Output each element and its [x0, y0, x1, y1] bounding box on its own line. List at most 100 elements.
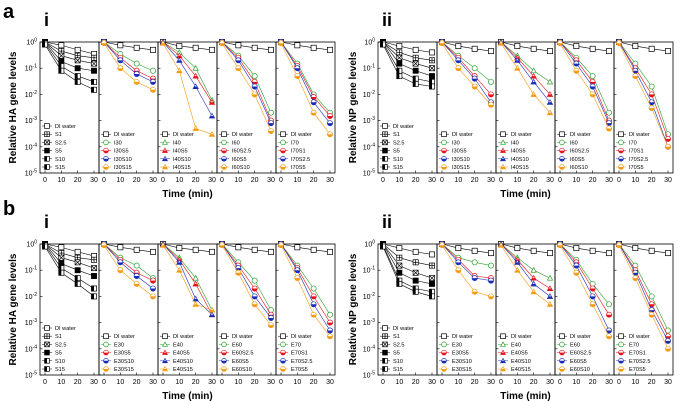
- x-tick-label: 20: [648, 379, 656, 386]
- subplot-frame: [377, 41, 438, 174]
- series-i30s15: [101, 40, 156, 93]
- series-i60s10: [219, 40, 274, 134]
- data-point: [455, 65, 462, 72]
- data-point: [471, 288, 478, 295]
- x-tick-label: 0: [558, 379, 562, 386]
- data-point: [192, 280, 199, 287]
- data-point: [471, 45, 478, 52]
- y-tick-label: 10-5: [363, 169, 375, 178]
- legend: DI water E40 E40S5 E40S10 E40S15: [498, 333, 532, 373]
- legend-item: DI water: [380, 325, 414, 332]
- series-line: [44, 243, 95, 257]
- data-point: [546, 285, 554, 291]
- legend: DI water S1 S2.5 S5 S10 S15: [380, 123, 414, 171]
- legend-item: I40S5: [160, 147, 188, 155]
- series-i70s5: [616, 40, 671, 150]
- legend-label: I60S5: [570, 157, 585, 163]
- x-axis-label: Time (min): [500, 391, 550, 401]
- legend-label: I40S10: [173, 157, 191, 163]
- data-point: [429, 251, 435, 258]
- series-di-water: [101, 241, 156, 255]
- data-point: [471, 247, 478, 254]
- data-point: [589, 83, 596, 90]
- series-line: [221, 43, 272, 132]
- series-line: [618, 243, 669, 342]
- series-e40s5: [159, 240, 216, 318]
- legend-item: DI water: [278, 333, 312, 340]
- series-e30s5: [439, 241, 494, 282]
- series-e40s10: [159, 240, 216, 318]
- data-point: [573, 262, 580, 269]
- data-point: [573, 67, 580, 74]
- subplot-1: 0 10 20 30 DI water S1 S2.5 S5 S10 S15: [377, 39, 438, 184]
- data-point: [235, 65, 242, 72]
- data-point: [117, 65, 124, 72]
- series-s5: [380, 241, 435, 287]
- series-e30: [101, 241, 156, 282]
- series-line: [618, 43, 669, 147]
- data-point: [219, 40, 225, 47]
- legend-label: I40: [173, 140, 181, 146]
- panel-roman-numeral: i: [44, 10, 49, 30]
- legend-label: S2.5: [393, 140, 405, 146]
- x-tick-label: 10: [116, 379, 124, 386]
- legend-item: S5: [380, 147, 400, 155]
- legend-marker: [382, 366, 388, 372]
- legend-marker: [280, 131, 286, 137]
- legend-item: DI water: [160, 333, 194, 340]
- legend-marker: [618, 164, 624, 170]
- series-line: [500, 243, 551, 279]
- data-point: [429, 65, 435, 72]
- series-e40s15: [159, 241, 216, 313]
- data-point: [310, 44, 317, 51]
- data-point: [117, 259, 124, 266]
- legend-marker: [559, 358, 565, 364]
- data-point: [429, 57, 435, 64]
- data-point: [380, 41, 386, 48]
- data-point: [192, 44, 199, 51]
- legend-label: E40S5: [511, 351, 528, 357]
- series-line: [382, 243, 433, 266]
- data-point: [589, 45, 596, 52]
- legend: DI water S1 S2.5 S5 S10 S15: [42, 123, 76, 171]
- data-point: [497, 39, 505, 46]
- data-point: [412, 288, 419, 295]
- series-line: [44, 44, 95, 91]
- legend-marker: [382, 131, 388, 137]
- legend-label: E30S5: [452, 351, 469, 357]
- legend-item: S2.5: [42, 139, 67, 146]
- data-point: [294, 42, 301, 49]
- series-line: [162, 243, 213, 315]
- data-point: [150, 293, 156, 300]
- legend-marker: [441, 139, 447, 146]
- legend-marker: [559, 131, 565, 137]
- legend-marker: [441, 164, 447, 170]
- data-point: [310, 109, 317, 116]
- series-i30: [101, 39, 156, 74]
- data-point: [471, 65, 478, 72]
- x-tick-label: 10: [234, 379, 242, 386]
- subplot-4: 0 10 20 30 DI water I60 I60S2.5 I60S5 I60S10: [216, 39, 277, 184]
- legend-item: E30: [439, 341, 462, 348]
- legend-label: S5: [393, 351, 400, 357]
- data-point: [192, 274, 199, 281]
- legend-marker: [618, 333, 624, 339]
- x-tick-label: 20: [74, 177, 82, 184]
- legend-marker: [162, 131, 168, 137]
- y-tick-label: 100: [26, 240, 37, 249]
- legend-item: E40S15: [160, 365, 193, 373]
- data-point: [208, 306, 216, 313]
- legend-label: S1: [55, 132, 62, 138]
- data-point: [530, 266, 537, 273]
- x-tick-label: 0: [381, 379, 385, 386]
- legend-label: DI water: [393, 124, 414, 130]
- legend-item: S1: [42, 131, 62, 138]
- data-point: [192, 72, 199, 79]
- data-point: [573, 245, 580, 252]
- data-point: [192, 83, 199, 89]
- data-point: [192, 246, 199, 253]
- legend-item: I60: [219, 139, 240, 146]
